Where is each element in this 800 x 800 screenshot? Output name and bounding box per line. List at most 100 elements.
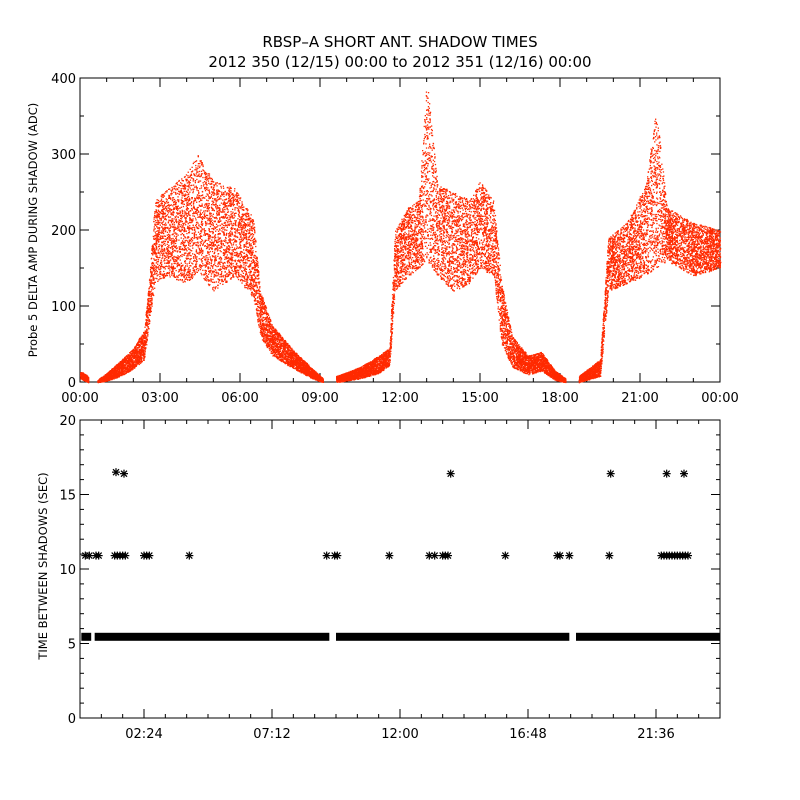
top-data-point xyxy=(208,261,211,264)
top-data-point xyxy=(127,367,129,369)
top-data-point xyxy=(230,190,232,192)
top-data-point xyxy=(145,322,147,324)
top-data-point xyxy=(183,235,185,237)
top-data-point xyxy=(173,244,175,246)
top-data-point xyxy=(188,274,190,276)
top-data-point xyxy=(134,350,137,352)
top-data-point xyxy=(203,181,206,183)
top-data-point xyxy=(192,192,194,194)
top-data-point xyxy=(189,179,192,181)
top-data-point xyxy=(159,236,162,239)
top-data-point xyxy=(217,265,220,267)
top-data-point xyxy=(221,230,223,232)
top-data-point xyxy=(103,378,105,380)
top-data-point xyxy=(222,209,224,211)
top-data-point xyxy=(150,290,152,293)
top-data-point xyxy=(166,262,168,264)
top-data-point xyxy=(200,170,203,172)
top-data-point xyxy=(211,191,213,193)
top-data-point xyxy=(157,209,159,211)
top-data-point xyxy=(161,216,163,218)
top-data-point xyxy=(226,229,228,231)
top-data-point xyxy=(212,288,214,291)
top-data-point xyxy=(163,235,165,237)
top-data-point xyxy=(181,225,183,227)
top-data-point xyxy=(223,201,225,203)
top-data-point xyxy=(225,240,227,242)
top-data-point xyxy=(99,379,102,381)
top-data-point xyxy=(175,276,177,278)
top-data-point xyxy=(173,267,175,269)
top-data-point xyxy=(180,246,182,248)
top-data-point xyxy=(189,175,191,177)
top-data-point xyxy=(156,222,158,224)
top-data-point xyxy=(156,267,158,269)
top-data-point xyxy=(111,376,113,378)
top-data-point xyxy=(198,247,200,250)
top-data-point xyxy=(174,191,177,194)
top-data-point xyxy=(203,171,206,173)
top-data-point xyxy=(225,236,227,239)
top-data-point xyxy=(161,205,164,207)
top-data-point xyxy=(172,270,174,272)
top-data-point xyxy=(184,240,186,242)
top-data-point xyxy=(138,340,140,342)
top-data-point xyxy=(178,193,180,196)
top-data-point xyxy=(138,341,140,344)
top-data-point xyxy=(181,253,183,256)
top-data-point xyxy=(155,244,157,246)
top-data-point xyxy=(135,361,137,363)
top-data-point xyxy=(185,217,187,219)
top-data-point xyxy=(228,245,230,247)
top-data-point xyxy=(204,230,207,232)
top-data-point xyxy=(203,210,205,212)
top-data-point xyxy=(139,359,141,361)
top-data-point xyxy=(179,210,181,212)
top-x-tick-label: 12:00 xyxy=(381,391,418,406)
top-data-point xyxy=(176,209,179,212)
top-data-point xyxy=(176,247,178,249)
top-data-point xyxy=(85,379,87,382)
top-data-point xyxy=(228,241,230,243)
top-data-point xyxy=(168,229,170,232)
top-data-point xyxy=(126,369,128,372)
top-data-point xyxy=(162,267,165,269)
top-data-point xyxy=(167,212,169,214)
top-data-point xyxy=(174,185,176,187)
top-data-point xyxy=(215,271,218,273)
top-data-point xyxy=(150,283,152,285)
top-data-point xyxy=(153,283,155,285)
top-data-point xyxy=(188,248,190,250)
top-data-point xyxy=(166,247,168,249)
top-data-point xyxy=(221,278,223,281)
top-data-point xyxy=(212,188,214,190)
top-data-point xyxy=(130,361,132,363)
top-data-point xyxy=(232,244,235,246)
top-data-point xyxy=(228,239,230,241)
top-data-point xyxy=(220,272,223,274)
top-data-point xyxy=(199,269,202,271)
top-data-point xyxy=(129,359,131,361)
top-data-point xyxy=(163,258,165,260)
top-data-point xyxy=(169,188,171,190)
top-data-point xyxy=(152,262,155,264)
top-data-point xyxy=(164,222,167,224)
top-data-point xyxy=(168,210,170,212)
top-data-point xyxy=(168,235,170,238)
top-data-point xyxy=(178,229,180,231)
top-data-point xyxy=(183,234,185,236)
top-data-point xyxy=(213,189,215,191)
top-data-point xyxy=(118,375,120,377)
top-data-point xyxy=(188,248,191,250)
top-data-point xyxy=(152,246,154,248)
top-data-point xyxy=(216,272,218,274)
top-data-point xyxy=(205,276,207,278)
top-data-point xyxy=(219,247,222,249)
top-data-point xyxy=(120,361,122,363)
top-data-point xyxy=(151,294,153,296)
top-data-point xyxy=(138,339,140,341)
top-data-point xyxy=(232,238,235,241)
top-data-point xyxy=(186,209,188,211)
top-data-point xyxy=(229,263,231,265)
top-data-point xyxy=(195,173,197,175)
